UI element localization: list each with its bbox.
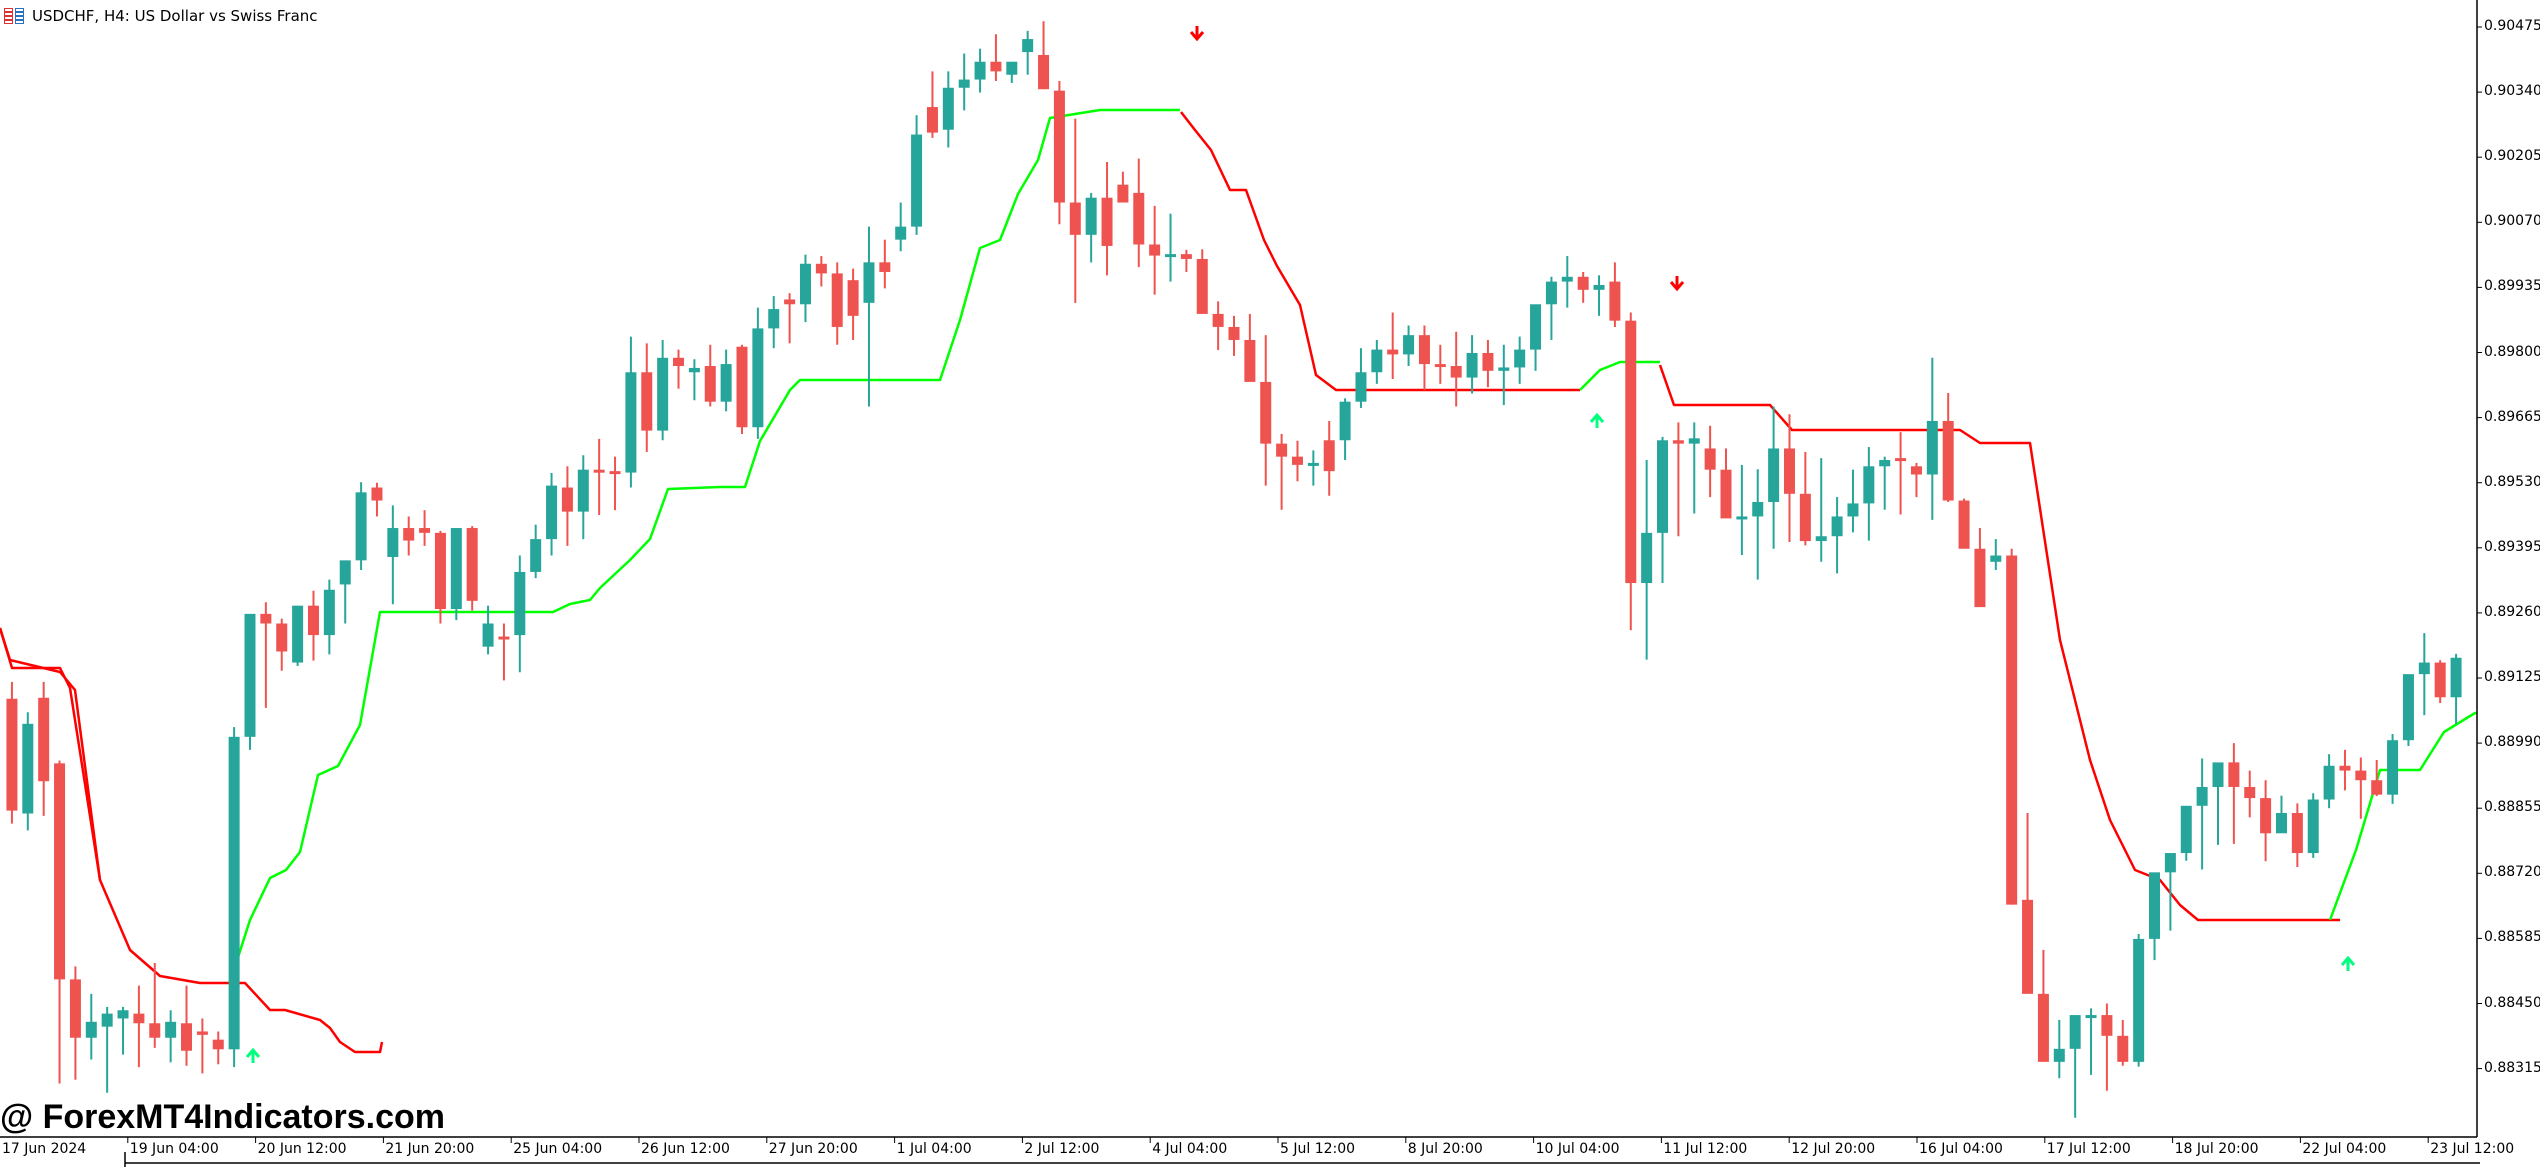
price-tick-label: 0.88720 — [2484, 864, 2540, 881]
price-tick-label: 0.89260 — [2484, 603, 2540, 620]
time-tick-label: 19 Jun 04:00 — [129, 1141, 219, 1157]
time-tick-label: 12 Jul 20:00 — [1791, 1141, 1876, 1157]
price-tick-label: 0.88855 — [2484, 799, 2540, 816]
price-tick-label: 0.90070 — [2484, 213, 2540, 230]
chart-title: USDCHF, H4: US Dollar vs Swiss Franc — [4, 4, 318, 28]
time-tick-label: 4 Jul 04:00 — [1152, 1141, 1228, 1157]
price-tick-label: 0.89530 — [2484, 473, 2540, 490]
time-tick-label: 1 Jul 04:00 — [896, 1141, 972, 1157]
time-tick-label: 10 Jul 04:00 — [1535, 1141, 1620, 1157]
time-tick-label: 16 Jul 04:00 — [1919, 1141, 2003, 1157]
price-tick-label: 0.89395 — [2484, 538, 2540, 555]
time-tick-label: 20 Jun 12:00 — [257, 1141, 347, 1157]
buy-arrow-icon — [1589, 412, 1605, 428]
time-tick-label: 22 Jul 04:00 — [2302, 1141, 2387, 1157]
candles — [6, 21, 2462, 1118]
time-tick-label: 25 Jun 04:00 — [513, 1141, 603, 1157]
watermark: @ ForexMT4Indicators.com — [0, 1098, 446, 1136]
price-tick-label: 0.89125 — [2484, 669, 2540, 685]
price-tick-label: 0.88990 — [2484, 734, 2540, 751]
time-tick-label: 11 Jul 12:00 — [1663, 1141, 1748, 1157]
sell-arrow-icon — [1189, 26, 1205, 42]
time-tick-label: 26 Jun 12:00 — [641, 1141, 730, 1157]
price-tick-label: 0.88315 — [2484, 1059, 2540, 1076]
time-tick-label: 23 Jul 12:00 — [2430, 1141, 2515, 1157]
trend-line — [0, 108, 2477, 1054]
price-tick-label: 0.90475 — [2484, 18, 2540, 34]
price-tick-label: 0.90205 — [2484, 148, 2540, 165]
axis-ticks — [127, 26, 2482, 1143]
time-tick-label: 17 Jul 12:00 — [2046, 1141, 2131, 1157]
buy-arrow-icon — [2340, 955, 2356, 971]
time-tick-label: 27 Jun 20:00 — [768, 1141, 858, 1157]
price-tick-label: 0.89800 — [2484, 343, 2540, 360]
time-tick-label: 21 Jun 20:00 — [385, 1141, 475, 1157]
time-tick-label: 5 Jul 12:00 — [1280, 1141, 1356, 1157]
price-tick-label: 0.88585 — [2484, 929, 2540, 946]
price-tick-label: 0.88450 — [2484, 994, 2540, 1011]
chart-title-text: USDCHF, H4: US Dollar vs Swiss Franc — [32, 7, 318, 25]
time-tick-label: 17 Jun 2024 — [2, 1141, 87, 1157]
time-tick-label: 18 Jul 20:00 — [2174, 1141, 2259, 1157]
buy-arrow-icon — [245, 1047, 261, 1063]
sell-arrow-icon — [1669, 276, 1685, 292]
chart-window-icon — [4, 8, 24, 24]
price-tick-label: 0.89935 — [2484, 278, 2540, 295]
time-tick-label: 8 Jul 20:00 — [1407, 1141, 1483, 1157]
price-tick-label: 0.89665 — [2484, 408, 2540, 425]
signal-arrows — [245, 26, 2356, 1063]
time-tick-label: 2 Jul 12:00 — [1024, 1141, 1100, 1157]
price-tick-label: 0.90340 — [2484, 83, 2540, 100]
